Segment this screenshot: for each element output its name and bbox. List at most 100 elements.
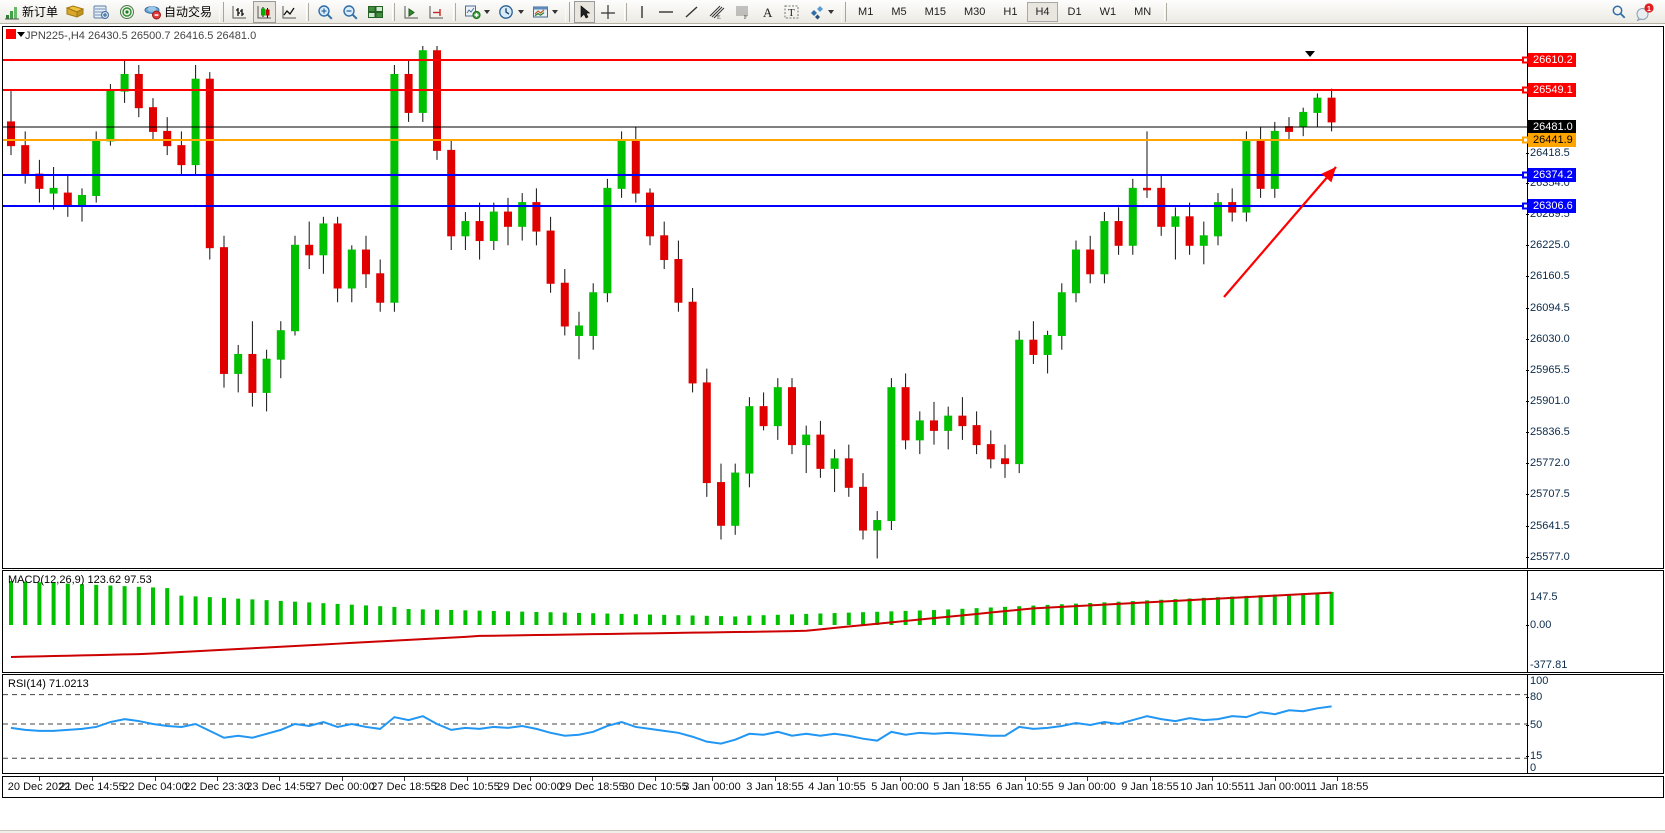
autotrading-button[interactable]: 自动交易: [141, 1, 215, 23]
horizontal-line-button[interactable]: [654, 1, 678, 23]
time-tick: [962, 777, 963, 781]
zoom-out-icon: [342, 4, 359, 20]
cursor-icon: [577, 4, 592, 20]
time-axis-label: 3 Jan 00:00: [683, 781, 741, 793]
timeframe-w1[interactable]: W1: [1099, 5, 1117, 18]
timeframe-mn[interactable]: MN: [1134, 5, 1152, 18]
new-order-button[interactable]: 新订单: [1, 1, 61, 23]
zoom-in-button[interactable]: [314, 1, 337, 23]
crosshair-button[interactable]: [597, 1, 619, 23]
templates-icon: [532, 4, 549, 20]
zoom-out-button[interactable]: [339, 1, 362, 23]
level-handle-icon[interactable]: [1522, 56, 1529, 64]
macd-panel[interactable]: MACD(12,26,9) 123.62 97.53 147.5 0.00 -377…: [2, 570, 1664, 673]
level-handle-icon[interactable]: [1522, 202, 1529, 210]
time-axis-label: 9 Jan 00:00: [1058, 781, 1116, 793]
toolbar-separator-3: [453, 2, 457, 21]
candlestick-chart-button[interactable]: [253, 0, 277, 23]
price-tick-label: 25772.0: [1526, 457, 1570, 469]
toolbar-grip-1[interactable]: [219, 1, 225, 22]
line-chart-button[interactable]: [278, 1, 301, 23]
text-label-button[interactable]: T: [780, 1, 803, 23]
equidistant-channel-button[interactable]: E: [705, 1, 729, 23]
new-order-icon: [4, 4, 20, 20]
tile-windows-button[interactable]: [364, 1, 387, 23]
signal-button[interactable]: [115, 1, 139, 23]
price-panel[interactable]: JPN225-,H4 26430.5 26500.7 26416.5 26481…: [2, 26, 1664, 569]
time-tick: [775, 777, 776, 781]
periods-button[interactable]: [495, 1, 527, 23]
time-axis-label: 22 Dec 04:00: [122, 781, 188, 793]
chart-shift-button[interactable]: [425, 1, 448, 23]
level-price-label-resistance[interactable]: 26549.1: [1522, 83, 1576, 97]
data-window-button[interactable]: [89, 1, 113, 23]
templates-button[interactable]: [529, 1, 561, 23]
search-button[interactable]: [1608, 1, 1630, 23]
rsi-plot[interactable]: [3, 675, 1527, 773]
timeframe-m30[interactable]: M30: [964, 5, 986, 18]
time-axis[interactable]: 20 Dec 2022 21 Dec 14:55 22 Dec 04:00 22 De…: [2, 776, 1664, 798]
chart-top-caret-icon[interactable]: [1305, 51, 1315, 57]
timeframe-m1[interactable]: M1: [858, 5, 874, 18]
cursor-button[interactable]: [574, 0, 596, 23]
notifications-button[interactable]: 1: [1632, 1, 1658, 23]
trendline-button[interactable]: [680, 1, 703, 23]
time-tick: [1150, 777, 1151, 781]
time-axis-label: 9 Jan 18:55: [1121, 781, 1179, 793]
price-tick-label: 25901.0: [1526, 395, 1570, 407]
level-price-label-pivot[interactable]: 26441.9: [1522, 133, 1576, 147]
timeframe-h4[interactable]: H4: [1027, 1, 1058, 22]
symbol-caret-icon[interactable]: [17, 32, 25, 37]
time-axis-label: 10 Jan 10:55: [1180, 781, 1244, 793]
macd-scale: 147.5 0.00 -377.81: [1525, 571, 1663, 672]
toolbar-separator-2: [392, 2, 396, 21]
price-scale[interactable]: 26481.0 26418.5 26354.0 26289.5 26225.0 26160…: [1522, 27, 1663, 568]
time-tick: [467, 777, 468, 781]
indicators-dropdown-arrow[interactable]: [484, 9, 491, 14]
timeframe-d1[interactable]: D1: [1067, 5, 1082, 18]
candlestick-svg: [7, 45, 1336, 559]
level-handle-icon[interactable]: [1522, 171, 1529, 179]
text-button[interactable]: A: [757, 1, 778, 23]
time-axis-label: 21 Dec 14:55: [59, 781, 125, 793]
vertical-line-button[interactable]: [632, 1, 652, 23]
macd-plot[interactable]: [3, 571, 1527, 672]
level-handle-icon[interactable]: [1522, 86, 1529, 94]
new-order-label: 新订单: [22, 5, 59, 19]
level-price-label-support[interactable]: 26306.6: [1522, 199, 1576, 213]
rsi-scale: 100 80 50 15 0: [1525, 675, 1663, 773]
indicators-button[interactable]: [461, 1, 493, 23]
time-tick: [279, 777, 280, 781]
auto-scroll-button[interactable]: [400, 1, 423, 23]
timeframe-h1[interactable]: H1: [1003, 5, 1018, 18]
level-price-label-resistance[interactable]: 26610.2: [1522, 53, 1576, 67]
price-plot[interactable]: [3, 27, 1527, 568]
search-icon: [1611, 4, 1627, 20]
shapes-dropdown-arrow[interactable]: [828, 9, 835, 14]
time-tick: [1337, 777, 1338, 781]
periods-dropdown-arrow[interactable]: [518, 9, 525, 14]
time-axis-label: 11 Jan 00:00: [1243, 781, 1307, 793]
shapes-button[interactable]: [805, 1, 837, 23]
time-tick: [342, 777, 343, 781]
level-handle-icon[interactable]: [1522, 136, 1529, 144]
level-price-label-support[interactable]: 26374.2: [1522, 168, 1576, 182]
timeframe-m15[interactable]: M15: [924, 5, 946, 18]
price-tick-label: 25577.0: [1526, 551, 1570, 563]
time-axis-label: 28 Dec 10:55: [434, 781, 500, 793]
toolbar-grip-2[interactable]: [565, 1, 571, 22]
horizontal-line-icon: [657, 4, 675, 20]
rsi-panel[interactable]: RSI(14) 71.0213 100 80 50 15 0: [2, 674, 1664, 774]
fibonacci-button[interactable]: F: [731, 1, 755, 23]
time-tick: [592, 777, 593, 781]
toolbar-grip-3[interactable]: [841, 1, 847, 22]
folder-button[interactable]: [63, 1, 87, 23]
templates-dropdown-arrow[interactable]: [552, 9, 559, 14]
bar-chart-button[interactable]: [228, 1, 251, 23]
chart-area[interactable]: JPN225-,H4 26430.5 26500.7 26416.5 26481…: [0, 24, 1665, 833]
timeframe-m5[interactable]: M5: [891, 5, 907, 18]
price-tick-label: 26418.5: [1526, 147, 1570, 159]
vertical-line-icon: [635, 4, 649, 20]
auto-scroll-icon: [403, 4, 420, 20]
autotrading-label: 自动交易: [164, 5, 213, 19]
